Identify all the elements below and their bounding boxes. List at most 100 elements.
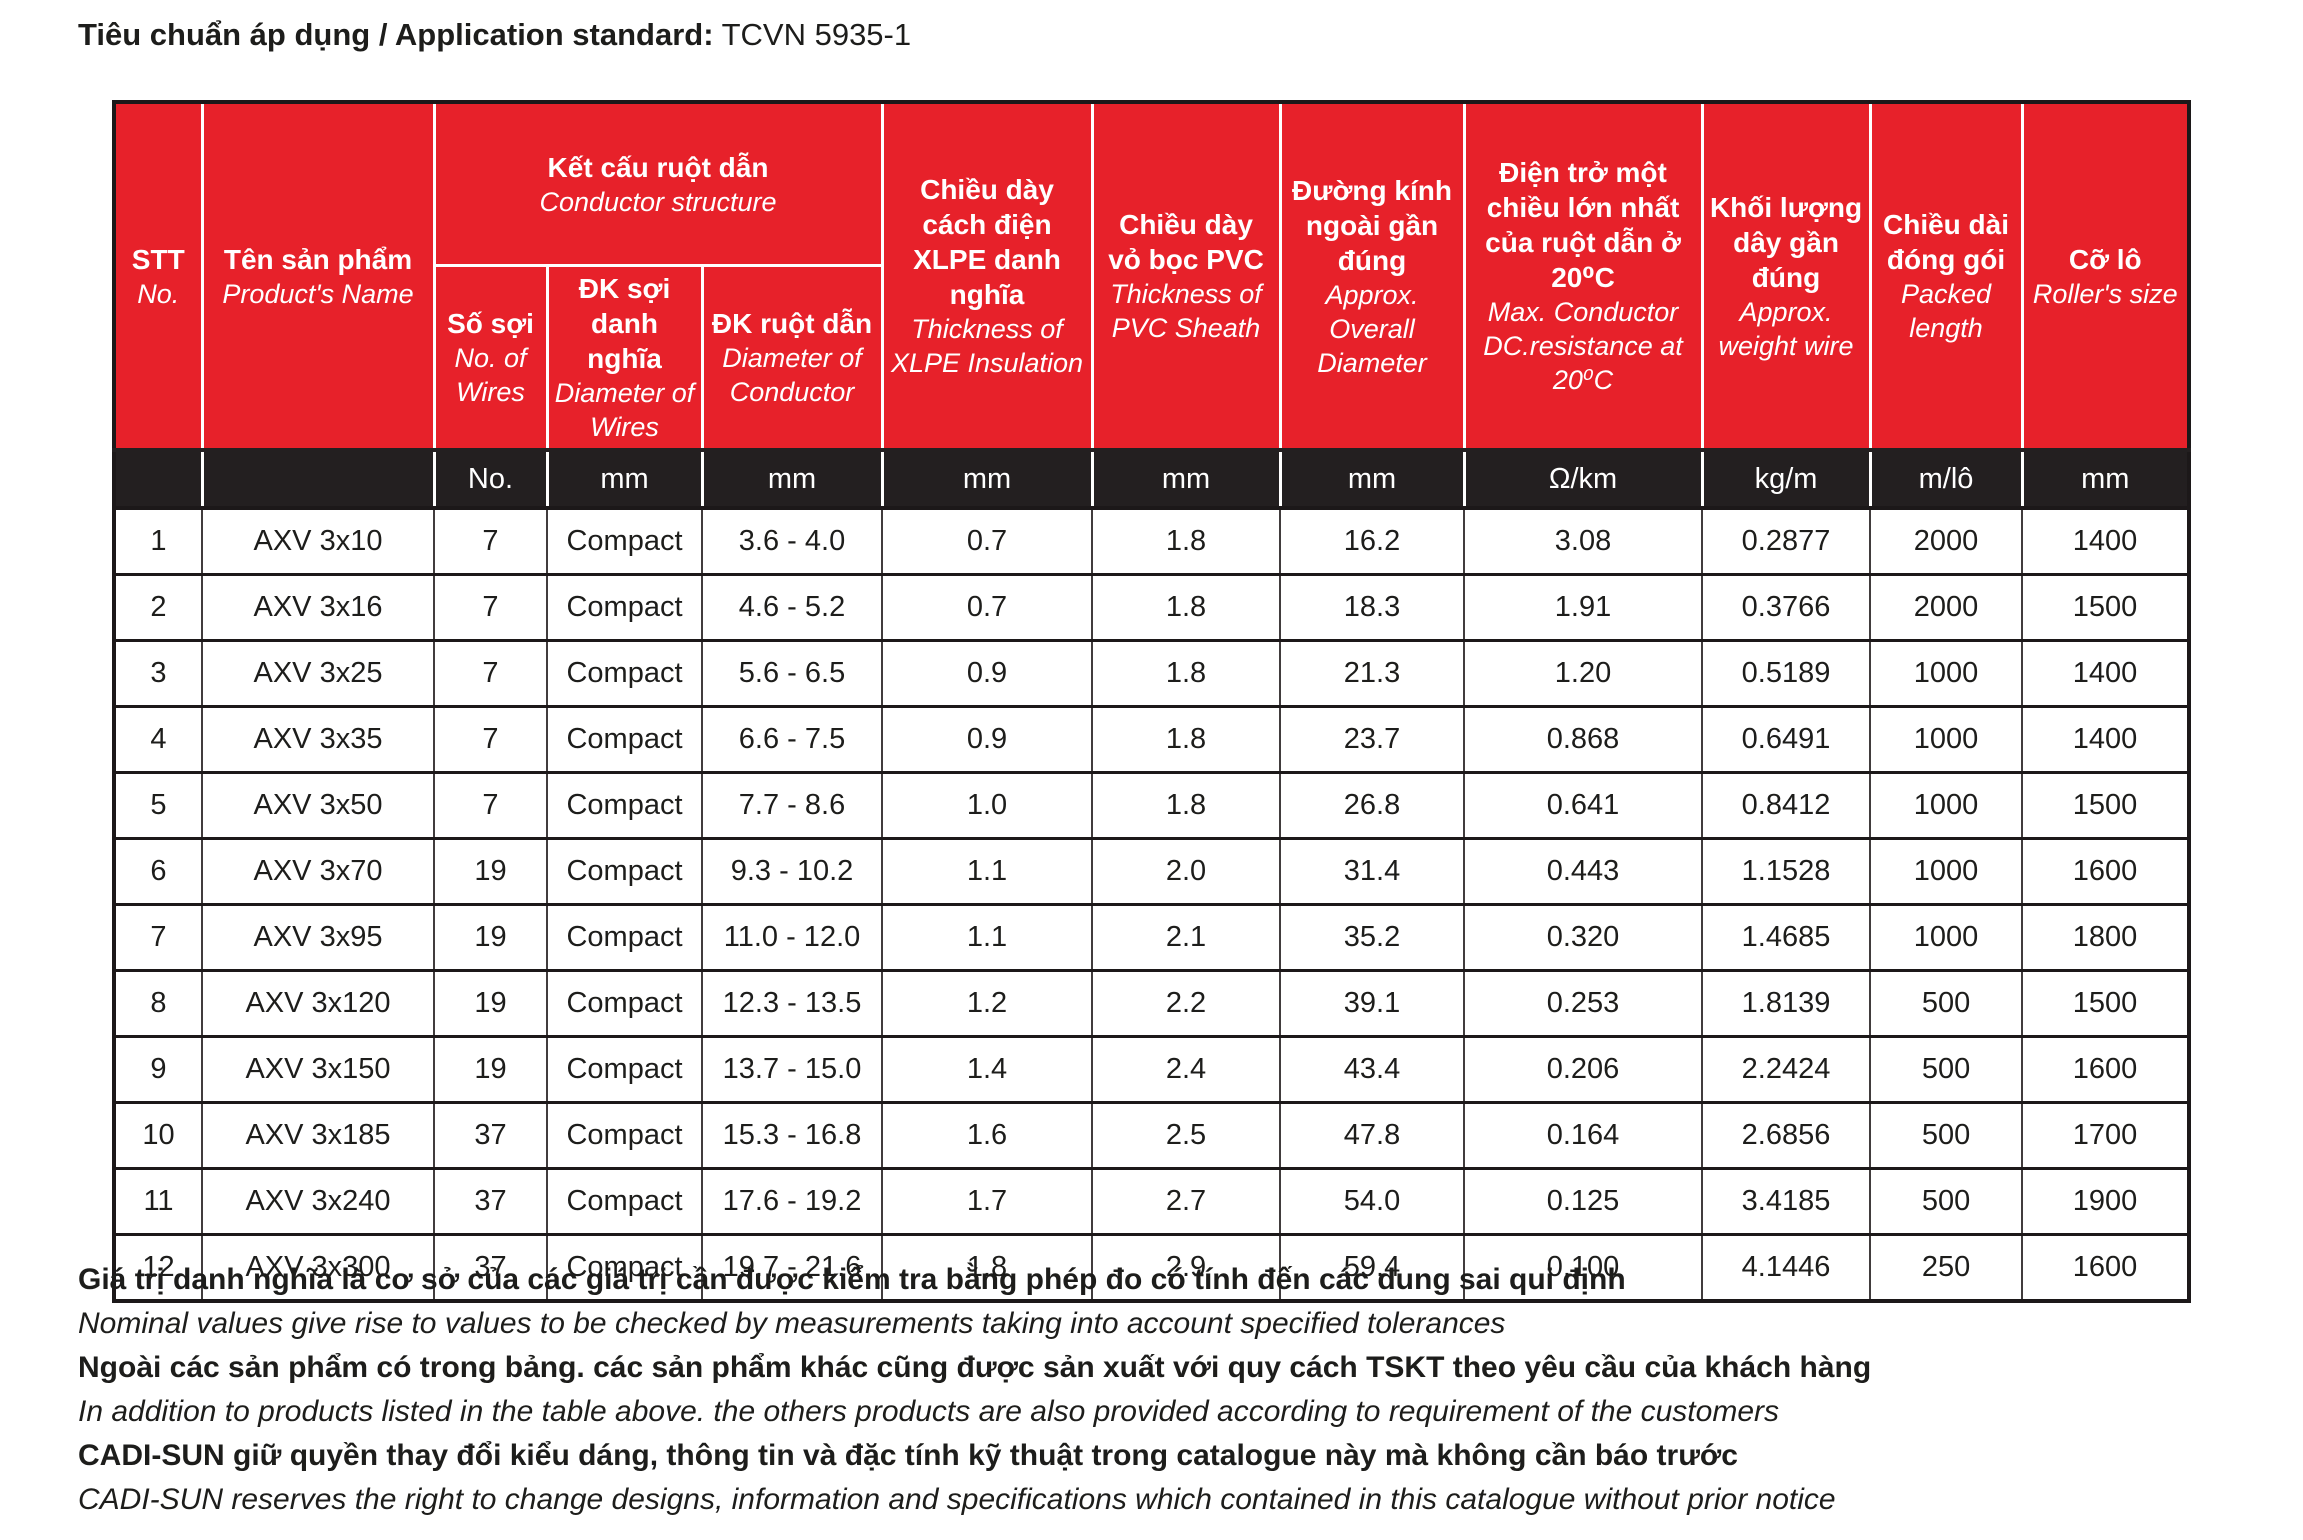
- spec-table: STT No. Tên sản phẩm Product's Name Kết …: [112, 100, 2192, 1303]
- table-cell: 35.2: [1279, 903, 1466, 971]
- table-cell: 1.1: [881, 837, 1094, 905]
- table-cell: AXV 3x70: [201, 837, 435, 905]
- table-cell: 6.6 - 7.5: [700, 705, 884, 773]
- note-3-vn: CADI-SUN giữ quyền thay đổi kiểu dáng, t…: [78, 1439, 1738, 1472]
- table-cell: 23.7: [1279, 705, 1466, 773]
- unit-cell: [200, 448, 436, 510]
- table-cell: 1.8: [1091, 506, 1282, 575]
- unit-cell: mm: [545, 448, 704, 510]
- table-cell: 0.253: [1463, 969, 1704, 1037]
- table-cell: Compact: [546, 705, 703, 773]
- table-cell: 2.2: [1091, 969, 1282, 1037]
- table-cell: 1600: [2021, 837, 2191, 905]
- unit-cell: mm: [700, 448, 884, 510]
- table-cell: AXV 3x185: [201, 1101, 435, 1169]
- table-cell: 0.3766: [1701, 573, 1872, 641]
- header-conductor-group-vn: Kết cấu ruột dẫn: [547, 151, 769, 183]
- table-cell: 1.8139: [1701, 969, 1872, 1037]
- table-cell: 7: [433, 506, 548, 575]
- table-cell: 1.4685: [1701, 903, 1872, 971]
- table-cell: 12: [113, 1233, 203, 1301]
- table-cell: Compact: [546, 1035, 703, 1103]
- header-roller-size: Cỡ lô Roller's size: [2020, 100, 2191, 452]
- table-cell: 1.8: [1091, 573, 1282, 641]
- table-row: 1 AXV 3x10 7 Compact 3.6 - 4.0 0.7 1.8 16.2 3.08…: [113, 506, 2191, 575]
- table-cell: 19.7 - 21.6: [700, 1233, 884, 1301]
- table-cell: 0.2877: [1701, 506, 1872, 575]
- unit-cell: Ω/km: [1462, 448, 1704, 510]
- header-pvc-thickness: Chiều dày vỏ bọc PVC Thickness of PVC Sh…: [1090, 100, 1282, 452]
- table-cell: 2000: [1869, 506, 2024, 575]
- table-cell: 9.3 - 10.2: [700, 837, 884, 905]
- table-cell: 7.7 - 8.6: [700, 771, 884, 839]
- table-cell: 59.4: [1279, 1233, 1466, 1301]
- header-wire-diameter-vn: ĐK sợi danh nghĩa: [578, 273, 671, 374]
- table-row: 10 AXV 3x185 37 Compact 15.3 - 16.8 1.6 2.5 47.…: [113, 1101, 2191, 1169]
- table-cell: 1400: [2021, 506, 2191, 575]
- table-cell: 3.6 - 4.0: [700, 506, 884, 575]
- table-cell: 37: [433, 1167, 548, 1235]
- table-cell: 13.7 - 15.0: [700, 1035, 884, 1103]
- header-overall-diameter-en: Approx. Overall Diameter: [1317, 279, 1427, 378]
- table-cell: 500: [1869, 969, 2024, 1037]
- table-cell: 10: [113, 1101, 203, 1169]
- table-cell: 2: [113, 573, 203, 641]
- header-weight: Khối lượng dây gần đúng Approx. weight w…: [1700, 100, 1872, 452]
- table-cell: 0.100: [1463, 1233, 1704, 1301]
- table-cell: 0.164: [1463, 1101, 1704, 1169]
- footer-notes: Giá trị danh nghĩa là cơ sở của các giá …: [78, 1258, 2238, 1522]
- table-cell: Compact: [546, 506, 703, 575]
- table-cell: Compact: [546, 969, 703, 1037]
- table-row: 12 AXV 3x300 37 Compact 19.7 - 21.6 1.8 2.9 59.…: [113, 1233, 2191, 1301]
- table-cell: 26.8: [1279, 771, 1466, 839]
- table-cell: 5.6 - 6.5: [700, 639, 884, 707]
- header-conductor-diameter-en: Diameter of Conductor: [722, 343, 862, 407]
- table-cell: 2.6856: [1701, 1101, 1872, 1169]
- table-cell: 2000: [1869, 573, 2024, 641]
- table-cell: 4.1446: [1701, 1233, 1872, 1301]
- header-roller-size-vn: Cỡ lô: [2068, 243, 2142, 275]
- header-conductor-diameter: ĐK ruột dẫn Diameter of Conductor: [700, 264, 884, 452]
- table-cell: 2.4: [1091, 1035, 1282, 1103]
- unit-cell: m/lô: [1868, 448, 2024, 510]
- header-packed-length-en: Packed length: [1900, 279, 1992, 343]
- table-cell: 1.8: [1091, 705, 1282, 773]
- table-cell: AXV 3x10: [201, 506, 435, 575]
- table-cell: 0.125: [1463, 1167, 1704, 1235]
- header-num-wires: Số sợi No. of Wires: [432, 264, 549, 452]
- table-cell: 0.443: [1463, 837, 1704, 905]
- table-cell: 0.5189: [1701, 639, 1872, 707]
- note-3-en: CADI-SUN reserves the right to change de…: [78, 1483, 1836, 1516]
- table-cell: AXV 3x35: [201, 705, 435, 773]
- table-cell: AXV 3x240: [201, 1167, 435, 1235]
- table-cell: AXV 3x16: [201, 573, 435, 641]
- table-cell: 17.6 - 19.2: [700, 1167, 884, 1235]
- table-cell: 11: [113, 1167, 203, 1235]
- table-cell: 500: [1869, 1101, 2024, 1169]
- header-num-wires-vn: Số sợi: [447, 308, 534, 339]
- table-row: 8 AXV 3x120 19 Compact 12.3 - 13.5 1.2 2.2 39.1…: [113, 969, 2191, 1037]
- note-2-en: In addition to products listed in the ta…: [78, 1395, 1779, 1428]
- table-cell: 7: [113, 903, 203, 971]
- unit-cell: No.: [432, 448, 549, 510]
- table-cell: AXV 3x25: [201, 639, 435, 707]
- table-row: 6 AXV 3x70 19 Compact 9.3 - 10.2 1.1 2.0 31.4 0.…: [113, 837, 2191, 905]
- table-cell: 21.3: [1279, 639, 1466, 707]
- header-packed-length-vn: Chiều dài đóng gói: [1883, 209, 2010, 275]
- table-cell: 18.3: [1279, 573, 1466, 641]
- table-cell: Compact: [546, 639, 703, 707]
- header-conductor-group-en: Conductor structure: [539, 186, 777, 217]
- table-cell: 47.8: [1279, 1101, 1466, 1169]
- header-xlpe-thickness: Chiều dày cách điện XLPE danh nghĩa Thic…: [880, 100, 1094, 452]
- table-cell: 0.206: [1463, 1035, 1704, 1103]
- table-cell: 0.6491: [1701, 705, 1872, 773]
- header-row-sub: Số sợi No. of Wires ĐK sợi danh nghĩa Di…: [114, 264, 2189, 452]
- table-cell: 3.08: [1463, 506, 1704, 575]
- table-cell: 2.7: [1091, 1167, 1282, 1235]
- table-cell: 12.3 - 13.5: [700, 969, 884, 1037]
- table-cell: 1700: [2021, 1101, 2191, 1169]
- unit-cell: mm: [2020, 448, 2191, 510]
- header-xlpe-thickness-en: Thickness of XLPE Insulation: [890, 314, 1084, 378]
- header-dc-resistance: Điện trở một chiều lớn nhất của ruột dẫn…: [1462, 100, 1704, 452]
- table-cell: 1000: [1869, 705, 2024, 773]
